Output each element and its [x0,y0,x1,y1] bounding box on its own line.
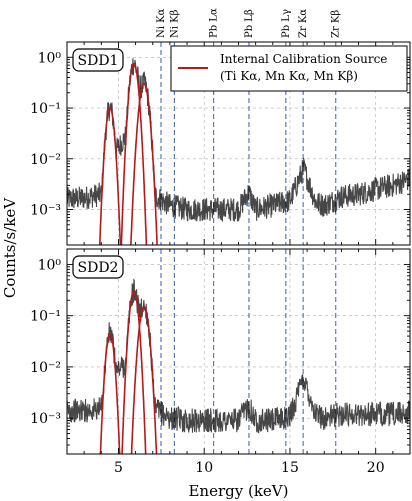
panel-tag: SDD1 [72,48,124,72]
calibration-model-peak [121,290,147,454]
legend-box [170,45,408,92]
reference-line-label: Pb Lγ [281,9,292,38]
calibration-model-peak [130,83,158,245]
label-layer: Ni Kα Ni Kβ Pb Lα Pb Lβ Pb Lγ Zr Kα Zr Kβ 10⁻³ 1… [1,8,385,500]
reference-line-label: Pb Lβ [244,9,255,38]
panel-tag-box [72,48,124,72]
y-tick-label: 10⁰ [38,257,62,273]
x-axis-label: Energy (keV) [188,482,288,500]
y-tick-label: 10⁻³ [30,411,61,427]
y-tick-label: 10⁻² [30,152,61,168]
reference-line-label: Pb Lα [209,8,220,38]
reference-line-label: Zr Kα [298,9,309,38]
y-tick-label: 10⁻¹ [30,309,61,325]
reference-line-label: Zr Kβ [331,10,342,38]
panel-tag: SDD2 [72,255,124,279]
panel-tag-label: SDD2 [78,260,119,276]
calibration-model-peak [99,332,121,454]
legend-label-line1: Internal Calibration Source [220,52,387,66]
legend-label-line2: (Ti Kα, Mn Kα, Mn Kβ) [220,69,358,83]
calibration-model-peak [130,305,158,454]
y-tick-label: 10⁻³ [30,203,61,219]
grid-lines [67,42,410,454]
reference-line-label: Ni Kα [156,8,167,38]
reference-lines [160,42,337,454]
panel-tag-label: SDD1 [78,53,119,69]
x-tick-label: 10 [195,460,213,476]
x-tick-label: 5 [114,460,123,476]
panel-tag-box [72,255,124,279]
y-axis-label: Counts/s/keV [1,197,19,298]
observed-spectrum-line [67,278,410,434]
observed-spectrum-line [67,58,410,222]
reference-line-label: Ni Kβ [169,9,180,38]
legend: Internal Calibration Source (Ti Kα, Mn Kα… [170,45,408,92]
axis-ticks [66,41,411,455]
calibration-model-peak [120,62,148,245]
y-tick-label: 10⁰ [38,50,62,66]
y-tick-label: 10⁻¹ [30,101,61,117]
x-tick-label: 15 [281,460,299,476]
data-layer [67,58,410,434]
y-tick-label: 10⁻² [30,360,61,376]
x-tick-label: 20 [367,460,385,476]
model-layer [99,62,158,454]
calibration-model-peak [99,107,122,245]
